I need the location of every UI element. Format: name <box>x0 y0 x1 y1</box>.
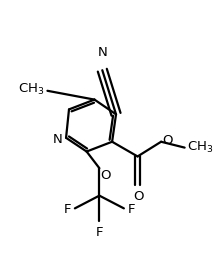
Text: N: N <box>52 133 62 146</box>
Text: O: O <box>162 134 173 147</box>
Text: F: F <box>96 226 103 239</box>
Text: O: O <box>100 169 111 182</box>
Text: F: F <box>64 204 71 216</box>
Text: CH$_3$: CH$_3$ <box>187 140 213 155</box>
Text: N: N <box>97 46 107 59</box>
Text: O: O <box>133 190 144 203</box>
Text: F: F <box>127 204 135 216</box>
Text: CH$_3$: CH$_3$ <box>18 82 44 97</box>
